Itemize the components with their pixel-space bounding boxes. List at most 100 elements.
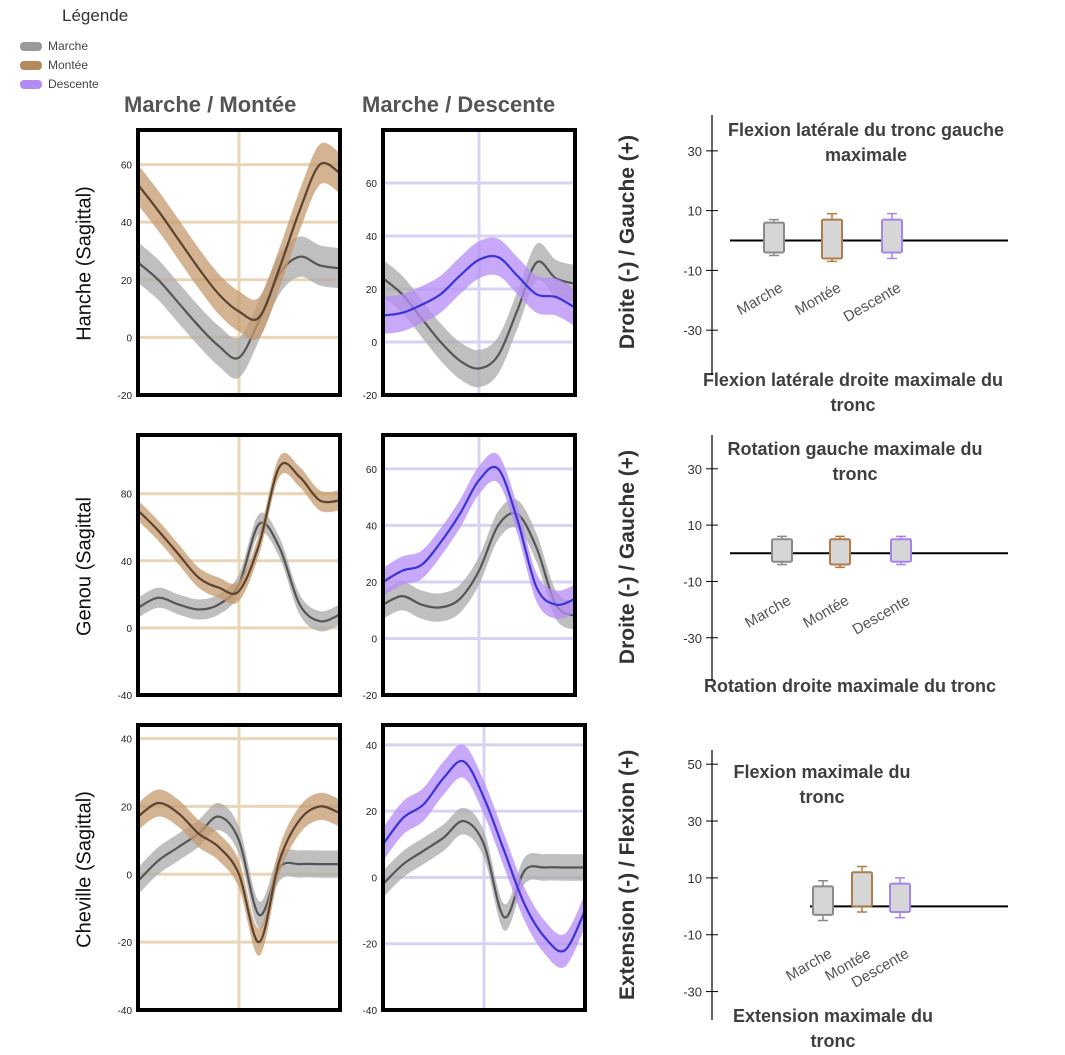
box-ylabel-flexion: Extension (-) / Flexion (+) (616, 749, 639, 1000)
plot-frame (136, 723, 342, 1012)
category-label: Montée (792, 279, 844, 319)
category-label: Montée (800, 592, 852, 632)
column-title-descente: Marche / Descente (362, 92, 556, 117)
y-tick-label: -20 (118, 938, 133, 949)
hip-ascent-chart: 60 40 20 0 -20 (118, 128, 342, 400)
knee-ascent-chart: 80 40 0 -40 (118, 433, 342, 700)
y-tick-label: 0 (126, 624, 132, 635)
line-descente (382, 759, 586, 953)
y-tick-label: 50 (688, 757, 702, 772)
y-tick-label: -20 (118, 391, 133, 400)
plot-frame (381, 723, 587, 1012)
y-tick-label: 40 (121, 735, 133, 746)
category-label: Descente (841, 279, 904, 325)
y-tick-label: -10 (683, 928, 702, 943)
hip-descent-chart: 60 40 20 0 -20 (363, 128, 577, 400)
y-tick-label: 60 (121, 161, 133, 172)
line-marche (382, 511, 576, 617)
y-tick-label: -20 (363, 940, 378, 951)
plot-frame (381, 128, 577, 397)
line-montée (137, 461, 341, 595)
legend-swatch (20, 42, 42, 52)
line-marche (137, 815, 340, 917)
y-tick-label: -30 (683, 631, 702, 646)
ankle-descent-chart: 40 20 0 -20 -40 (363, 723, 587, 1015)
y-tick-label: 0 (371, 338, 377, 349)
box-montée (851, 871, 873, 908)
y-tick-label: 40 (366, 232, 378, 243)
y-tick-label: -40 (118, 691, 133, 700)
box-ylabel-rotation: Droite (-) / Gauche (+) (616, 449, 639, 665)
category-label: Marche (734, 279, 786, 319)
band-descente (383, 452, 575, 620)
y-tick-label: 20 (366, 285, 378, 296)
y-tick-label: 20 (121, 276, 133, 287)
line-montée (137, 161, 341, 321)
y-tick-label: 30 (688, 144, 702, 159)
y-tick-label: -40 (118, 1006, 133, 1015)
legend-label: Montée (48, 58, 89, 72)
y-tick-label: -30 (683, 985, 702, 1000)
category-label: Marche (742, 592, 794, 632)
y-tick-label: 40 (366, 741, 378, 752)
row-label-hanche: Hanche (Sagittal) (73, 186, 96, 341)
y-tick-label: 40 (121, 557, 133, 568)
y-tick-label: 30 (688, 814, 702, 829)
line-descente (382, 254, 576, 317)
box-montée (821, 218, 843, 260)
band-descente (383, 744, 585, 968)
legend-label: Descente (48, 77, 99, 91)
box-bottom-note: Rotation droite maximale du tronc (703, 676, 997, 696)
y-tick-label: -10 (683, 263, 702, 278)
knee-descent-chart: 60 40 20 0 -20 (363, 433, 577, 700)
box-top-note: Flexion latérale du tronc gauche maximal… (727, 120, 1005, 165)
y-tick-label: 0 (126, 333, 132, 344)
band-marche (383, 498, 575, 630)
legend-swatch (20, 80, 42, 90)
y-tick-label: -20 (363, 691, 378, 700)
y-tick-label: 40 (366, 521, 378, 532)
y-tick-label: 10 (688, 871, 702, 886)
box-marche (763, 221, 785, 254)
band-marche (138, 236, 340, 379)
legend-item-montee: Montée (20, 57, 88, 73)
y-tick-label: 0 (371, 634, 377, 645)
line-marche (137, 255, 341, 360)
legend-swatch (20, 61, 42, 71)
line-marche (382, 820, 585, 919)
y-tick-label: 80 (121, 490, 133, 501)
plot-frame (136, 433, 342, 697)
box-ylabel-flexion-laterale: Droite (-) / Gauche (+) (616, 134, 639, 350)
plot-frame (381, 433, 577, 697)
y-tick-label: 10 (688, 518, 702, 533)
y-tick-label: 60 (366, 465, 378, 476)
y-tick-label: 20 (366, 807, 378, 818)
y-tick-label: -30 (683, 323, 702, 338)
column-title-montee: Marche / Montée (124, 92, 297, 117)
line-montée (137, 801, 341, 944)
band-montée (138, 142, 340, 341)
box-montée (829, 538, 851, 566)
box-top-note: Flexion maximale du tronc (733, 762, 911, 807)
legend-label: Marche (48, 39, 89, 53)
box-top-note: Rotation gauche maximale du tronc (727, 439, 983, 484)
box-descente (881, 218, 903, 254)
box-bottom-note: Extension maximale du tronc (732, 1006, 934, 1051)
y-tick-label: 30 (688, 462, 702, 477)
y-tick-label: -20 (363, 391, 378, 400)
y-tick-label: 0 (126, 870, 132, 881)
row-label-cheville: Cheville (Sagittal) (73, 791, 96, 948)
y-tick-label: 60 (366, 179, 378, 190)
box-marche (771, 538, 793, 563)
y-tick-label: 20 (366, 578, 378, 589)
y-tick-label: -40 (363, 1006, 378, 1015)
y-tick-label: 10 (688, 204, 702, 219)
legend-title: Légende (62, 6, 129, 25)
box-descente (889, 882, 911, 914)
ankle-ascent-chart: 40 20 0 -20 -40 (118, 723, 342, 1015)
band-marche (383, 807, 585, 931)
